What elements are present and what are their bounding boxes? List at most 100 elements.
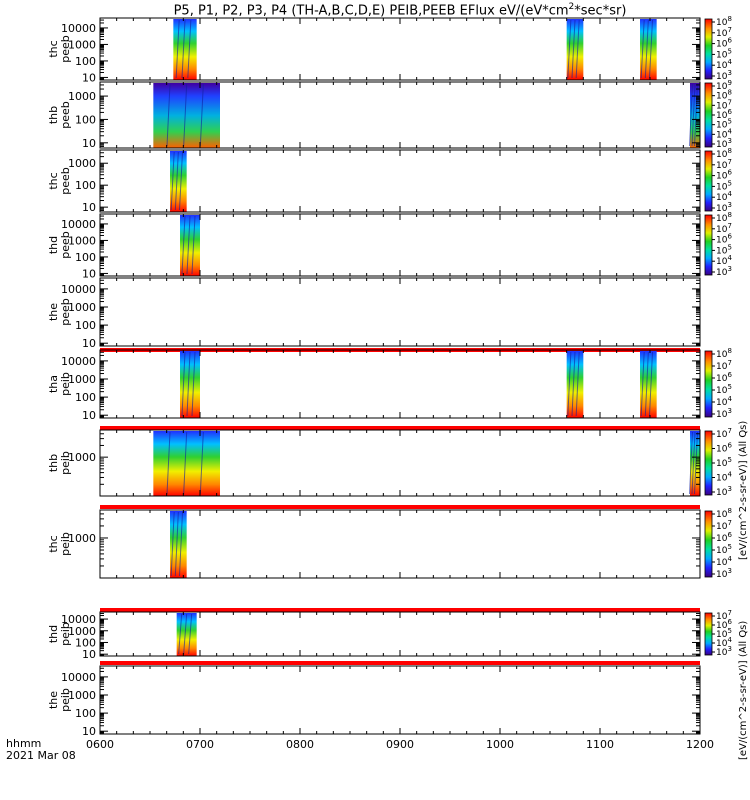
colorbar-base: 10 [716,150,728,160]
colorbar-tick-label: 107 [716,427,732,440]
colorbar-tick-label: 107 [716,158,732,171]
colorbar-tick-label: 106 [716,531,732,544]
spectrogram-streak [166,431,171,495]
colorbar-base: 10 [716,534,728,544]
spectrogram-streak [187,19,192,79]
colorbar-tick-label: 104 [716,127,732,140]
spectrogram-streak [191,215,196,275]
panel-probe: thd [47,236,60,254]
colorbar-exponent: 5 [727,383,731,391]
colorbar-exponent: 7 [727,609,731,617]
colorbar-exponent: 7 [727,427,731,435]
colorbar-units-electrons: [eV/(cm^2-s-sr-eV)] (All Qs) [738,420,749,560]
panel-product: peeb [59,101,72,129]
panel-probe: thc [47,172,60,189]
panel-frame [99,277,701,347]
spectrogram-streak [183,431,188,495]
panel-product: peeb [59,167,72,195]
colorbar-tick-label: 107 [716,359,732,372]
colorbar-base: 10 [716,204,728,214]
spectrogram-streak [175,19,180,79]
colorbar-tick-label: 103 [716,645,732,658]
y-tick-label: 100 [75,319,96,332]
colorbar-tick-label: 104 [716,555,732,568]
y-tick-label: 1000 [68,157,96,170]
x-tick-label: 0600 [86,738,114,751]
spectrogram-block [690,83,700,148]
spectrogram-block [690,431,700,496]
colorbar-tick-label: 104 [716,395,732,408]
spectrogram-block [566,19,584,80]
y-tick-label: 100 [75,391,96,404]
panel-product: peeb [59,298,72,326]
colorbar-exponent: 3 [727,69,731,77]
spectrogram-streak [186,215,191,275]
colorbar-base: 10 [716,639,728,649]
panel-product: peeb [59,231,72,259]
colorbar-base: 10 [716,72,728,82]
spectrogram-streak [575,19,580,79]
colorbar-tick-label: 103 [716,265,732,278]
spectrogram-block [180,351,200,418]
x-tick-label: 0800 [286,738,314,751]
colorbar-exponent: 8 [727,507,731,515]
panel-product: peeb [59,35,72,63]
colorbar-tick-label: 103 [716,567,732,580]
y-tick-label: 1000 [68,234,96,247]
x-tick-label: 1000 [486,738,514,751]
spectrogram-streak [181,19,186,79]
colorbar-units-ions: [eV/(cm^2-s-sr-eV)] (All Qs) [738,620,749,760]
y-tick-label: 1000 [68,301,96,314]
y-tick-label: 100 [75,707,96,720]
spectrogram-streak [691,431,696,495]
y-tick-label: 10000 [61,671,96,684]
colorbar-tick-label: 107 [716,519,732,532]
chart-title: P5, P1, P2, P3, P4 (TH-A,B,C,D,E) PEIB,P… [100,2,700,18]
y-tick-label: 1000 [68,689,96,702]
spectrogram-streak [183,83,188,147]
y-tick-label: 10 [82,648,96,661]
colorbar-exponent: 8 [727,347,731,355]
colorbar-base: 10 [716,362,728,372]
colorbar-exponent: 3 [727,485,731,493]
y-tick-label: 10 [82,267,96,280]
colorbar-tick-label: 104 [716,190,732,203]
y-tick-label: 1000 [68,451,96,464]
spectrogram-streak [170,151,175,211]
panel-label: thcpeib [47,532,72,556]
colorbar-base: 10 [716,172,728,182]
y-tick-label: 1000 [68,373,96,386]
colorbar-exponent: 3 [727,265,731,273]
y-tick-label: 100 [75,179,96,192]
colorbar-exponent: 3 [727,567,731,575]
spectrogram-streak [689,83,693,147]
spectrogram-streak [694,83,698,147]
panel-label: thepeib [47,688,72,712]
colorbar-tick-label: 103 [716,69,732,82]
colorbar-base: 10 [716,182,728,192]
colorbar-exponent: 6 [727,442,732,450]
colorbar-exponent: 4 [727,471,732,479]
colorbar-exponent: 4 [727,190,732,198]
colorbar-tick-label: 109 [716,79,732,92]
colorbar-exponent: 5 [727,179,731,187]
panel-product: peib [59,622,72,646]
panel-probe: thc [47,40,60,57]
y-tick-label: 10 [82,337,96,350]
panel-label: thcpeeb [47,167,72,195]
spectrogram-block [640,19,657,80]
colorbar-tick-label: 106 [716,233,732,246]
spectrogram-streak [174,511,179,577]
colorbar-base: 10 [716,430,728,440]
colorbar-base: 10 [716,374,728,384]
y-tick-label: 10000 [61,613,96,626]
colorbar-exponent: 8 [727,211,731,219]
y-tick-label: 10000 [61,218,96,231]
colorbar-exponent: 7 [727,98,731,106]
colorbar-tick-label: 105 [716,383,732,396]
colorbar-base: 10 [716,29,728,39]
colorbar [704,510,713,578]
